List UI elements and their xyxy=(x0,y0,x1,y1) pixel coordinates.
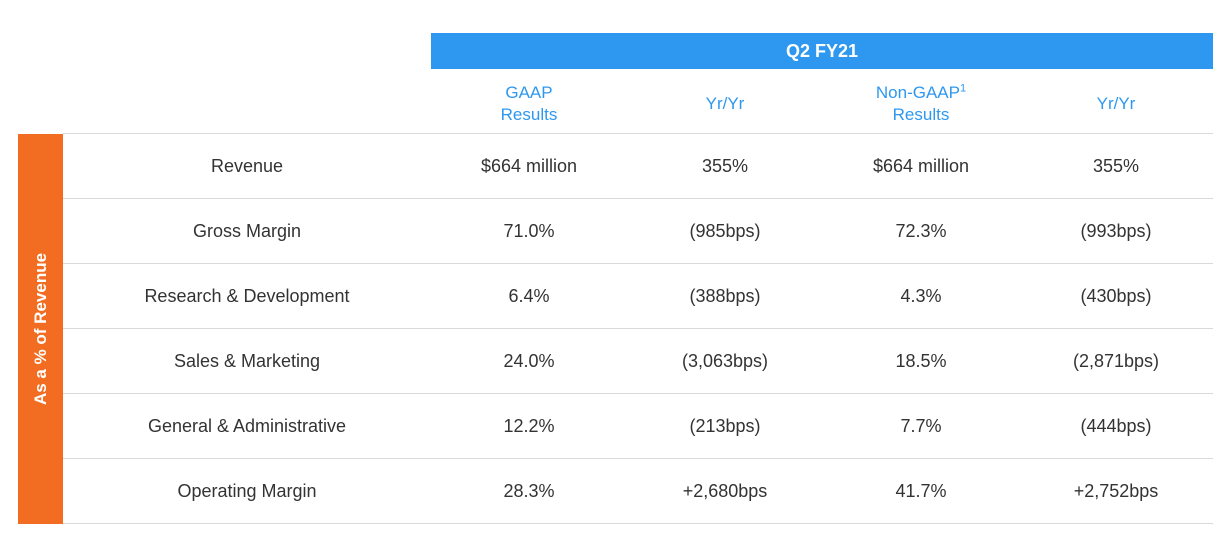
gaap-value: $664 million xyxy=(480,156,578,176)
row-divider xyxy=(63,523,1213,524)
gaap-yoy-value: (213bps) xyxy=(689,416,761,436)
row-divider xyxy=(63,328,1213,329)
nongaap-yoy-value: 355% xyxy=(1092,156,1140,176)
footnote-marker: 1 xyxy=(959,82,967,95)
gaap-value: 71.0% xyxy=(503,221,555,241)
row-label: Sales & Marketing xyxy=(173,351,321,371)
gaap-yoy-value: 355% xyxy=(701,156,749,176)
nongaap-value: 72.3% xyxy=(895,221,947,241)
gaap-value: 28.3% xyxy=(503,481,555,501)
sidebar-band: As a % of Revenue xyxy=(18,134,63,524)
table-row: Research & Development 6.4% (388bps) 4.3% (4… xyxy=(63,264,1213,329)
header-nongaap-line1-wrap: Non-GAAP1 xyxy=(876,82,966,104)
gaap-yoy-value: +2,680bps xyxy=(682,481,768,501)
gaap-value: 6.4% xyxy=(508,286,550,306)
period-banner: Q2 FY21 xyxy=(431,33,1213,69)
nongaap-yoy-value: (444bps) xyxy=(1080,416,1152,436)
table-row: Sales & Marketing 24.0% (3,063bps) 18.5% (2,… xyxy=(63,329,1213,394)
nongaap-yoy-value: (2,871bps) xyxy=(1072,351,1160,371)
row-label: General & Administrative xyxy=(147,416,347,436)
header-gaap-line1: GAAP xyxy=(505,83,553,102)
header-nongaap-yoy: Yr/Yr xyxy=(1019,79,1213,129)
header-divider xyxy=(63,133,1213,134)
sidebar-label: As a % of Revenue xyxy=(30,252,50,406)
gaap-value: 24.0% xyxy=(503,351,555,371)
nongaap-yoy-value: +2,752bps xyxy=(1073,481,1159,501)
header-gaap-line2: Results xyxy=(500,105,558,124)
nongaap-value: 18.5% xyxy=(895,351,947,371)
nongaap-yoy-value: (430bps) xyxy=(1080,286,1152,306)
gaap-yoy-value: (985bps) xyxy=(689,221,761,241)
row-divider xyxy=(63,198,1213,199)
nongaap-value: 7.7% xyxy=(900,416,942,436)
header-nongaap-line2: Results xyxy=(892,105,950,124)
table-row: General & Administrative 12.2% (213bps) 7.7… xyxy=(63,394,1213,459)
header-gaap-results: GAAP Results xyxy=(431,79,627,129)
table-row: Gross Margin 71.0% (985bps) 72.3% (993bps) xyxy=(63,199,1213,264)
row-label: Revenue xyxy=(210,156,284,176)
table-row: Operating Margin 28.3% +2,680bps 41.7% +2,75… xyxy=(63,459,1213,524)
row-divider xyxy=(63,393,1213,394)
header-nongaap-results: Non-GAAP1 Results xyxy=(823,79,1019,129)
header-gaap-yoy: Yr/Yr xyxy=(627,79,823,129)
row-label: Gross Margin xyxy=(192,221,302,241)
header-nongaap-yoy-label: Yr/Yr xyxy=(1096,94,1136,113)
nongaap-value: 4.3% xyxy=(900,286,942,306)
row-divider xyxy=(63,263,1213,264)
nongaap-value: $664 million xyxy=(872,156,970,176)
header-nongaap-line1: Non-GAAP xyxy=(875,83,960,102)
row-divider xyxy=(63,458,1213,459)
gaap-yoy-value: (3,063bps) xyxy=(681,351,769,371)
nongaap-value: 41.7% xyxy=(895,481,947,501)
gaap-yoy-value: (388bps) xyxy=(689,286,761,306)
period-title: Q2 FY21 xyxy=(785,40,859,61)
gaap-value: 12.2% xyxy=(503,416,555,436)
header-gaap-yoy-label: Yr/Yr xyxy=(705,94,745,113)
nongaap-yoy-value: (993bps) xyxy=(1080,221,1152,241)
row-label: Operating Margin xyxy=(177,481,317,501)
row-label: Research & Development xyxy=(144,286,350,306)
table-row: Revenue $664 million 355% $664 million 355% xyxy=(63,134,1213,199)
